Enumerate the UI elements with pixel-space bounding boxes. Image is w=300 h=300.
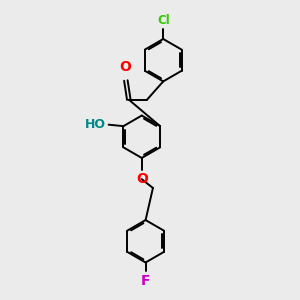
Text: O: O xyxy=(119,60,131,74)
Text: Cl: Cl xyxy=(157,14,169,27)
Text: F: F xyxy=(141,274,150,288)
Text: HO: HO xyxy=(85,118,106,131)
Text: O: O xyxy=(136,172,148,186)
